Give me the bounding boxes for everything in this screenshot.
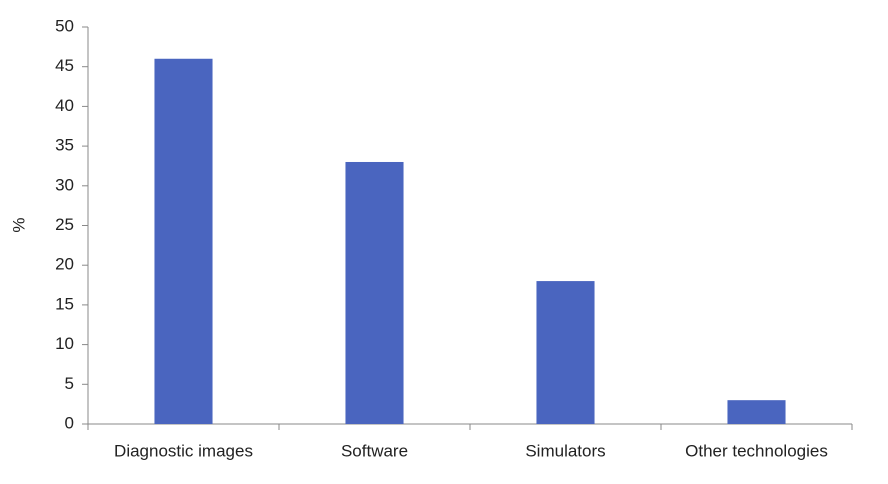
bar	[536, 281, 595, 424]
y-tick-label: 50	[55, 16, 74, 35]
y-tick-label: 40	[55, 96, 74, 115]
y-tick-label: 15	[55, 294, 74, 313]
x-tick-label: Other technologies	[685, 441, 828, 460]
y-tick-label: 20	[55, 255, 74, 274]
x-tick-label: Diagnostic images	[114, 441, 253, 460]
y-tick-label: 0	[65, 413, 74, 432]
y-tick-label: 5	[65, 374, 74, 393]
y-axis-label: %	[9, 217, 28, 232]
y-tick-label: 10	[55, 334, 74, 353]
bar	[154, 58, 213, 424]
bar	[727, 400, 786, 424]
bar	[345, 161, 404, 425]
y-tick-label: 25	[55, 215, 74, 234]
x-tick-label: Software	[341, 441, 408, 460]
x-tick-label: Simulators	[525, 441, 605, 460]
y-tick-label: 45	[55, 56, 74, 75]
y-tick-label: 30	[55, 175, 74, 194]
y-tick-label: 35	[55, 136, 74, 155]
